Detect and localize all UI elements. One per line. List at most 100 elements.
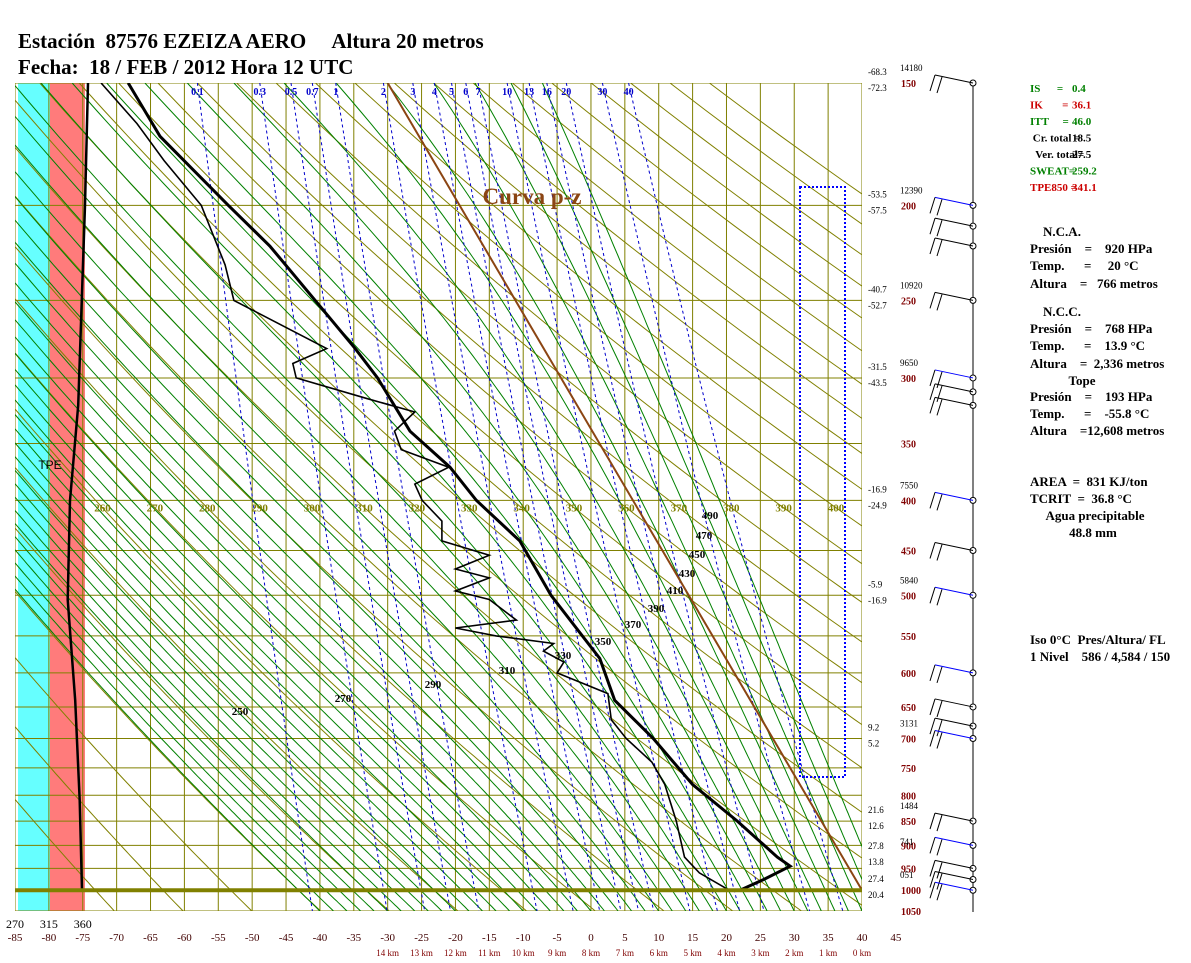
moist-adiabat	[15, 428, 483, 911]
moist-adiabat	[144, 83, 768, 911]
moist-adiabat	[15, 469, 443, 911]
note-line: N.C.C.	[1043, 304, 1081, 319]
mixing-ratio-line	[196, 83, 313, 911]
height-tick-label: 13 km	[410, 948, 433, 958]
index-value: 18.5	[1072, 133, 1092, 145]
moist-adiabat	[15, 318, 578, 911]
level-temp: -68.3	[868, 67, 887, 77]
height-tick-label: 6 km	[650, 948, 668, 958]
wind-barb	[936, 589, 943, 606]
x-tick-label: 5	[622, 932, 628, 944]
index-value: 0.4	[1072, 83, 1086, 95]
dashed-box	[799, 186, 846, 778]
mixing-ratio-label: 5	[449, 87, 454, 98]
wind-barb	[929, 882, 936, 899]
x-tick-label: -65	[143, 932, 158, 944]
pressure-label: 350	[901, 440, 916, 451]
moist-adiabat	[233, 83, 795, 911]
dry-adiabat-label: 340	[513, 503, 530, 515]
note-line: Temp. = -55.8 °C	[1030, 406, 1149, 421]
pressure-label: 400	[901, 496, 916, 507]
mixing-ratio-label: 0.7	[306, 87, 319, 98]
note-line: Presión = 193 HPa	[1030, 389, 1153, 404]
wind-barb	[929, 812, 936, 830]
moist-adiabat	[283, 83, 809, 911]
x-tick-label: -40	[313, 932, 328, 944]
index-value: 36.1	[1072, 100, 1091, 112]
labels: -85 -80 -75 -70 -65 -60 -55 -50 -45 -40 -35 -30 -25-…	[6, 63, 1170, 958]
height-tick-label: 14 km	[376, 948, 399, 958]
moist-adiabat	[15, 195, 660, 911]
pressure-label: 600	[901, 669, 916, 680]
dry-adiabat-label: 400	[828, 503, 845, 515]
mixing-ratio-label: 16	[542, 87, 552, 98]
note-line: TCRIT = 36.8 °C	[1030, 491, 1132, 506]
height-tick-label: 4 km	[717, 948, 735, 958]
level-dewpoint: 12.6	[868, 821, 884, 831]
wind-barb	[934, 541, 974, 551]
mixing-ratio-line	[451, 83, 622, 911]
dry-adiabat	[197, 83, 862, 643]
level-height: 14180	[900, 63, 923, 73]
level-dewpoint: -57.5	[868, 205, 887, 215]
dry-adiabat	[15, 99, 862, 859]
moist-adiabat	[106, 83, 755, 911]
level-height: 7550	[900, 480, 919, 490]
wind-barb	[934, 369, 974, 379]
mixing-ratio-label: 4	[432, 87, 437, 98]
level-dewpoint: 13.8	[868, 857, 884, 867]
note-line: 1 Nivel 586 / 4,584 / 150	[1030, 649, 1170, 664]
wind-barb	[934, 812, 974, 822]
level-dewpoint: -72.3	[868, 83, 887, 93]
x-tick-label: -80	[42, 932, 57, 944]
x-tick-label: -5	[552, 932, 562, 944]
x-tick-label: -10	[516, 932, 531, 944]
dry-adiabat	[15, 527, 390, 911]
height-tick-label: 1 km	[819, 948, 837, 958]
wind-barb	[929, 237, 936, 255]
dry-adiabat	[15, 656, 253, 911]
wind-barb	[934, 870, 974, 880]
index-label: Ver. total=	[1030, 149, 1084, 161]
wind-barb	[934, 491, 974, 501]
mixing-ratio-line	[628, 83, 844, 911]
level-temp: 27.8	[868, 841, 884, 851]
wind-barb	[936, 544, 943, 561]
x-tick-label: 45	[890, 932, 902, 944]
tpe-profile	[66, 83, 90, 891]
moist-adiabat	[15, 336, 565, 911]
level-height: 1484	[900, 801, 919, 811]
dry-adiabat	[393, 83, 862, 455]
mixing-ratio-label: 10	[502, 87, 512, 98]
moist-adiabat	[15, 535, 375, 911]
x-tick-label: 35	[823, 932, 835, 944]
index-label: ITT =	[1030, 116, 1069, 128]
x-tick-label: -45	[279, 932, 294, 944]
dry-adiabat	[15, 408, 527, 911]
wind-barb	[936, 494, 943, 511]
moist-adiabat	[335, 83, 822, 911]
moist-adiabat-label: 370	[625, 619, 642, 631]
wind-barb	[936, 732, 943, 749]
level-dewpoint: -52.7	[868, 300, 887, 310]
height-tick-label: 12 km	[444, 948, 467, 958]
level-height: 9650	[900, 358, 919, 368]
wind-barb	[936, 399, 943, 416]
wind-barb	[936, 371, 943, 389]
dry-adiabat	[354, 83, 862, 490]
dewpoint-profile	[100, 83, 730, 891]
dry-adiabat	[15, 466, 459, 911]
wind-barb	[936, 719, 943, 737]
title-line: Fecha: 18 / FEB / 2012 Hora 12 UTC	[18, 55, 353, 79]
x-tick-label: 15	[687, 932, 699, 944]
mixing-ratio-line	[601, 83, 811, 911]
pressure-label: 750	[901, 764, 916, 775]
mixing-ratio-label: 20	[561, 87, 571, 98]
level-dewpoint: 20.4	[868, 890, 884, 900]
wind-barb	[936, 239, 943, 257]
moist-adiabat-label: 310	[499, 665, 516, 677]
note-line: 48.8 mm	[1069, 525, 1117, 540]
wind-barb	[934, 836, 974, 846]
wind-barb	[929, 871, 936, 888]
